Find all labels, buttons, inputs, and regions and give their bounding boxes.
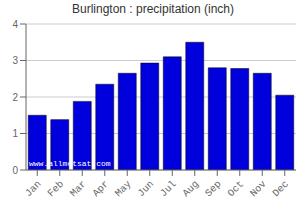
svg-text:May: May: [113, 179, 134, 200]
svg-text:2: 2: [12, 92, 18, 103]
svg-text:0: 0: [12, 165, 18, 176]
svg-text:Sep: Sep: [203, 179, 224, 200]
svg-text:1: 1: [12, 128, 18, 139]
svg-text:4: 4: [12, 19, 18, 30]
svg-text:Jun: Jun: [136, 179, 157, 200]
svg-text:Oct: Oct: [226, 179, 247, 200]
svg-text:Nov: Nov: [248, 179, 269, 200]
html-text:Burlington : precipitation (in: Burlington : precipitation (inch): [72, 2, 234, 16]
html-text:www.allmetsat.com: www.allmetsat.com: [29, 159, 111, 168]
svg-text:Dec: Dec: [271, 179, 292, 200]
svg-text:Jan: Jan: [23, 179, 44, 200]
svg-text:3: 3: [12, 55, 18, 66]
svg-text:Aug: Aug: [181, 179, 202, 200]
svg-text:Mar: Mar: [68, 179, 89, 200]
svg-text:Feb: Feb: [46, 179, 67, 200]
svg-text:Apr: Apr: [91, 179, 112, 200]
svg-text:Jul: Jul: [158, 179, 179, 200]
